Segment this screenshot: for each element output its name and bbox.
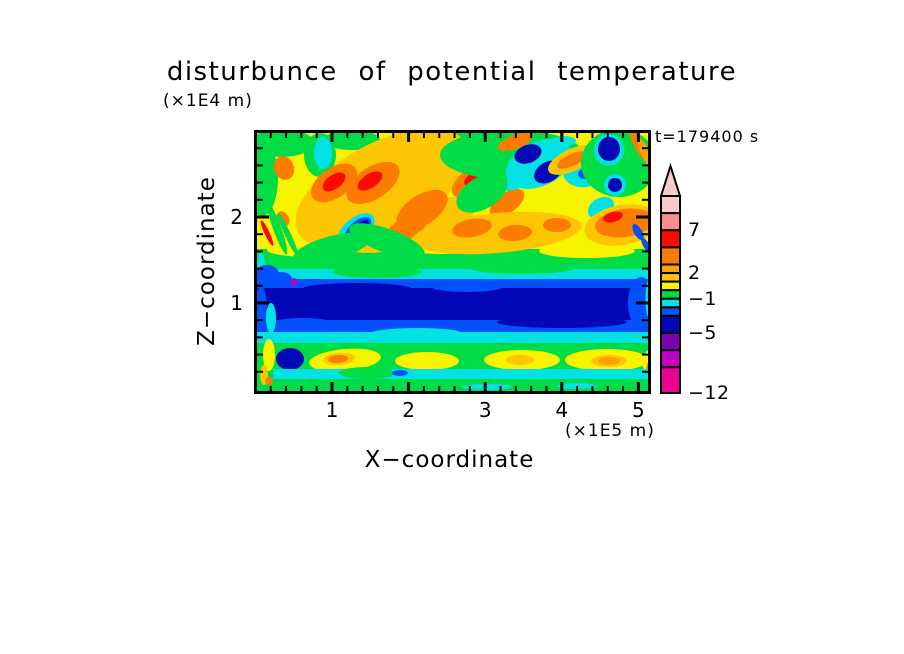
x-axis-unit-label: (×1E5 m)	[565, 421, 655, 441]
colorbar-segment	[660, 289, 681, 300]
colorbar-segment	[660, 349, 681, 369]
y-axis-unit-label: (×1E4 m)	[163, 91, 253, 111]
colorbar-segment	[660, 212, 681, 232]
colorbar-segment	[660, 195, 681, 215]
x-tick-label: 2	[402, 398, 415, 422]
x-tick-label: 3	[478, 398, 492, 422]
plot-frame	[246, 128, 660, 394]
colorbar-segment	[660, 297, 681, 309]
colorbar-segment	[660, 246, 681, 266]
colorbar-segment	[660, 272, 681, 283]
y-axis-label: Z−coordinate	[194, 176, 220, 346]
colorbar-tick-label: 2	[688, 262, 701, 285]
colorbar-tick-label: −1	[688, 287, 718, 310]
chart-title: disturbunce of potential temperature	[166, 57, 738, 87]
colorbar-tick-label: −12	[688, 382, 730, 404]
x-tick-label: 4	[555, 398, 569, 422]
colorbar-segment	[660, 229, 681, 249]
time-annotation: t=179400 s	[655, 127, 760, 146]
y-tick-label: 2	[230, 205, 243, 229]
colorbar	[659, 162, 682, 395]
y-tick-label: 1	[230, 291, 243, 315]
colorbar-segment	[660, 332, 681, 352]
colorbar-segment	[660, 314, 681, 335]
x-axis-label: X−coordinate	[364, 447, 535, 473]
x-tick-label: 5	[632, 398, 645, 422]
colorbar-segment	[660, 306, 681, 317]
contour-field	[246, 128, 660, 391]
colorbar-segment	[660, 263, 681, 275]
colorbar-segment	[660, 366, 681, 395]
x-tick-label: 1	[325, 398, 339, 422]
colorbar-tick-label: 7	[688, 219, 701, 242]
colorbar-segment	[660, 280, 681, 292]
colorbar-tick-label: −5	[688, 322, 718, 345]
